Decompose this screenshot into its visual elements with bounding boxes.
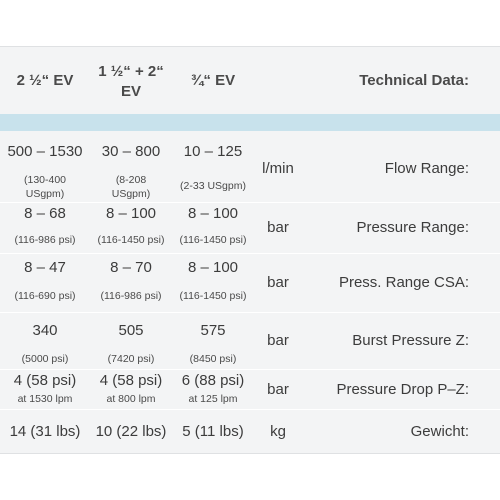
- row-separator: [0, 369, 500, 370]
- flow-range-unit: l/min: [262, 160, 294, 177]
- flow-range-3-4-ev: 10 – 125: [183, 143, 243, 160]
- header-col-1-5-2-ev-line1: 1 ½“ + 2“: [98, 63, 164, 80]
- burst-pressure-1-5-2-ev-psi: (7420 psi): [107, 353, 155, 365]
- press-range-csa-3-4-ev-psi: (116-1450 psi): [179, 290, 247, 302]
- pressure-range-1-5-2-ev: 8 – 100: [105, 205, 157, 222]
- pressure-drop-3-4-ev: 6 (88 psi): [181, 372, 245, 389]
- row-separator: [0, 202, 500, 203]
- pressure-drop-label: Pressure Drop P–Z:: [336, 381, 469, 398]
- weight-unit: kg: [270, 423, 286, 440]
- table-top-border: [0, 46, 500, 47]
- pressure-range-2-5-ev: 8 – 68: [24, 205, 66, 222]
- pressure-drop-2-5-ev-flow: at 1530 lpm: [17, 393, 73, 405]
- burst-pressure-unit: bar: [267, 332, 289, 349]
- pressure-drop-3-4-ev-flow: at 125 lpm: [188, 393, 238, 405]
- flow-range-label: Flow Range:: [384, 160, 469, 177]
- pressure-drop-1-5-2-ev: 4 (58 psi): [99, 372, 163, 389]
- flow-range-1-5-2-ev-usgpm-line2: USgpm): [111, 188, 151, 200]
- burst-pressure-2-5-ev-psi: (5000 psi): [21, 353, 69, 365]
- press-range-csa-unit: bar: [267, 274, 289, 291]
- flow-range-1-5-2-ev: 30 – 800: [101, 143, 161, 160]
- burst-pressure-label: Burst Pressure Z:: [352, 332, 469, 349]
- press-range-csa-2-5-ev-psi: (116-690 psi): [14, 290, 76, 302]
- pressure-range-unit: bar: [267, 219, 289, 236]
- pressure-range-2-5-ev-psi: (116-986 psi): [14, 234, 76, 246]
- row-separator: [0, 253, 500, 254]
- weight-3-4-ev: 5 (11 lbs): [182, 423, 244, 440]
- burst-pressure-3-4-ev: 575: [200, 322, 226, 339]
- burst-pressure-3-4-ev-psi: (8450 psi): [189, 353, 237, 365]
- flow-range-2-5-ev: 500 – 1530: [7, 143, 83, 160]
- press-range-csa-3-4-ev: 8 – 100: [187, 259, 239, 276]
- press-range-csa-label: Press. Range CSA:: [338, 274, 469, 291]
- header-technical-data: Technical Data:: [359, 72, 469, 89]
- pressure-range-label: Pressure Range:: [356, 219, 469, 236]
- flow-range-1-5-2-ev-usgpm-line1: (8-208: [115, 174, 147, 186]
- press-range-csa-1-5-2-ev: 8 – 70: [110, 259, 152, 276]
- pressure-drop-1-5-2-ev-flow: at 800 lpm: [106, 393, 156, 405]
- row-separator: [0, 312, 500, 313]
- burst-pressure-1-5-2-ev: 505: [118, 322, 144, 339]
- pressure-range-1-5-2-ev-psi: (116-1450 psi): [97, 234, 165, 246]
- flow-range-2-5-ev-usgpm-line1: (130-400: [23, 174, 67, 186]
- header-divider-bar: [0, 114, 500, 131]
- pressure-drop-unit: bar: [267, 381, 289, 398]
- pressure-range-3-4-ev-psi: (116-1450 psi): [179, 234, 247, 246]
- press-range-csa-2-5-ev: 8 – 47: [24, 259, 66, 276]
- weight-1-5-2-ev: 10 (22 lbs): [95, 423, 167, 440]
- header-col-3-4-ev: ¾“ EV: [190, 72, 236, 89]
- header-col-1-5-2-ev-line2: EV: [120, 83, 141, 100]
- press-range-csa-1-5-2-ev-psi: (116-986 psi): [100, 290, 162, 302]
- pressure-range-3-4-ev: 8 – 100: [187, 205, 239, 222]
- table-bottom-border: [0, 453, 500, 454]
- header-col-2-5-ev: 2 ½“ EV: [16, 72, 74, 89]
- burst-pressure-2-5-ev: 340: [32, 322, 58, 339]
- flow-range-2-5-ev-usgpm-line2: USgpm): [25, 188, 65, 200]
- row-separator: [0, 409, 500, 410]
- pressure-drop-2-5-ev: 4 (58 psi): [13, 372, 77, 389]
- weight-2-5-ev: 14 (31 lbs): [9, 423, 81, 440]
- weight-label: Gewicht:: [410, 423, 469, 440]
- flow-range-3-4-ev-usgpm: (2-33 USgpm): [180, 180, 246, 192]
